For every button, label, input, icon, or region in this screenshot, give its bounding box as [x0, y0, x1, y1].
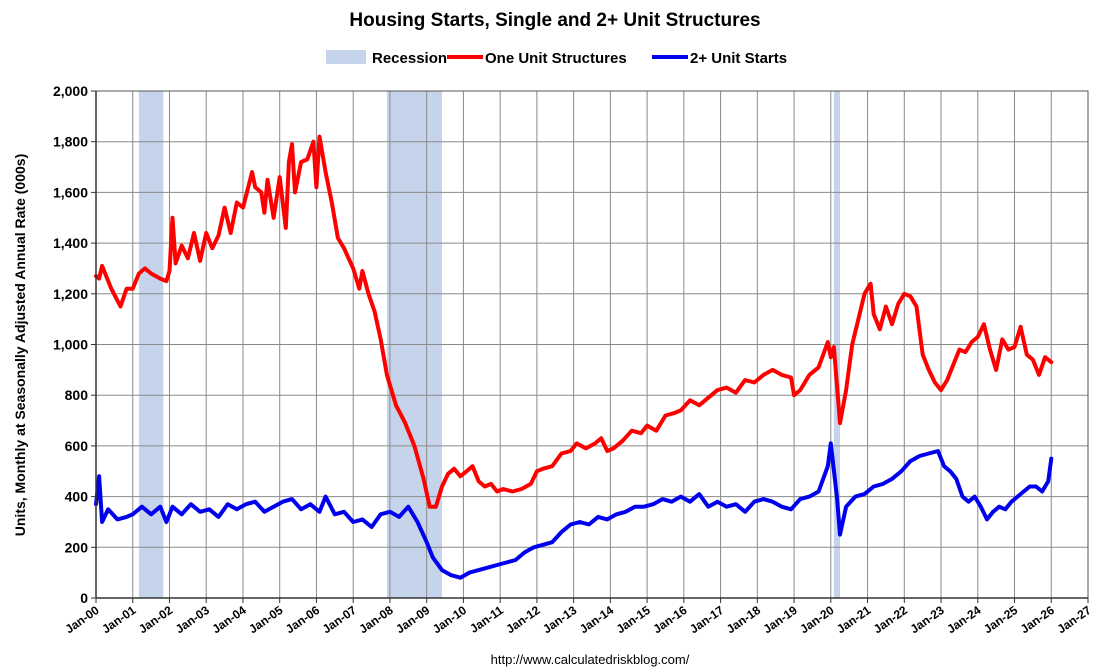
legend-swatch-recession [326, 50, 366, 64]
y-tick-label: 400 [65, 489, 89, 505]
legend-label-one-unit: One Unit Structures [485, 50, 627, 67]
legend-label-two-plus: 2+ Unit Starts [690, 50, 787, 67]
y-tick-label: 600 [65, 438, 89, 454]
legend: Recession One Unit Structures 2+ Unit St… [326, 50, 787, 67]
series-line-one-unit-structures [94, 134, 1054, 509]
source-url: http://www.calculatedriskblog.com/ [491, 652, 690, 667]
y-tick-label: 2,000 [53, 83, 88, 99]
y-tick-label: 1,800 [53, 134, 88, 150]
legend-label-recession: Recession [372, 50, 447, 67]
y-tick-label: 1,400 [53, 235, 88, 251]
y-axis-label: Units, Monthly at Seasonally Adjusted An… [12, 154, 28, 536]
y-tick-label: 1,000 [53, 337, 88, 353]
y-tick-label: 800 [65, 387, 89, 403]
y-tick-label: 1,600 [53, 184, 88, 200]
y-tick-label: 1,200 [53, 286, 88, 302]
series-lines [94, 134, 1054, 580]
y-axis-ticks: 0 200 400 600 800 1,000 1,200 1,400 1,600 1,800 2,… [53, 83, 96, 606]
series-line-2-unit-starts [94, 441, 1054, 580]
chart-title: Housing Starts, Single and 2+ Unit Struc… [349, 10, 760, 31]
y-tick-label: 0 [80, 590, 88, 606]
y-tick-label: 200 [65, 539, 89, 555]
